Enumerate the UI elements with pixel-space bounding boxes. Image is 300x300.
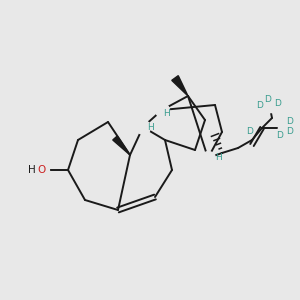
- Polygon shape: [172, 76, 188, 96]
- Text: H: H: [214, 154, 221, 163]
- Text: D: D: [265, 95, 272, 104]
- Text: D: D: [247, 127, 254, 136]
- Text: H: H: [28, 165, 36, 175]
- Text: D: D: [286, 128, 293, 136]
- Text: D: D: [256, 101, 263, 110]
- Text: H: H: [148, 122, 154, 131]
- Text: D: D: [277, 131, 284, 140]
- Text: D: D: [286, 118, 293, 127]
- Text: O: O: [38, 165, 46, 175]
- Text: H: H: [164, 109, 170, 118]
- Text: D: D: [274, 98, 281, 107]
- Polygon shape: [113, 136, 130, 155]
